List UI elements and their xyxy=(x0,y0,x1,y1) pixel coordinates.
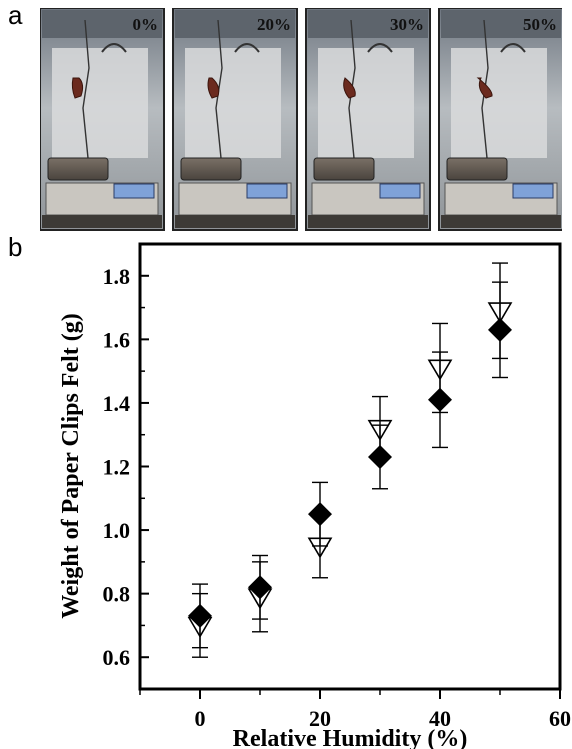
y-tick-label: 1.8 xyxy=(103,264,131,289)
diamond-marker xyxy=(308,502,332,527)
diamond-marker xyxy=(188,603,212,628)
triangle-marker xyxy=(187,616,213,639)
x-tick-label: 0 xyxy=(195,706,206,731)
photo-4: 50% xyxy=(438,8,562,231)
diamond-marker xyxy=(428,387,452,412)
photo-strip: 0% 20% 30% 50% xyxy=(40,8,562,231)
y-tick-label: 0.6 xyxy=(103,645,131,670)
triangle-marker xyxy=(487,302,513,324)
diamond-marker xyxy=(488,317,512,342)
x-axis-title: Relative Humidity (%) xyxy=(233,726,468,749)
photo-1: 0% xyxy=(40,8,165,231)
x-tick-label: 40 xyxy=(429,706,451,731)
photo-2: 20% xyxy=(172,8,298,231)
photo-label: 20% xyxy=(257,15,291,34)
error-bar xyxy=(492,262,508,360)
triangle-marker xyxy=(367,419,393,441)
photo-label: 0% xyxy=(133,15,159,34)
triangle-marker xyxy=(247,588,273,610)
y-tick-label: 1.2 xyxy=(103,455,131,480)
scatter-chart: 0.6 0.8 1.0 1.2 1.4 1.6 1.8 0 20 40 60 Weight of … xyxy=(58,242,571,749)
y-tick-label: 1.6 xyxy=(103,327,131,352)
x-tick-label: 60 xyxy=(549,706,571,731)
error-bars xyxy=(192,262,508,658)
panel-label-a: a xyxy=(8,0,23,30)
panel-label-b: b xyxy=(8,232,23,262)
diamond-marker xyxy=(248,575,272,600)
y-tick-label: 0.8 xyxy=(103,582,131,607)
y-tick-label: 1.4 xyxy=(103,391,131,416)
photo-label: 50% xyxy=(523,15,557,34)
photo-3: 30% xyxy=(305,8,431,231)
y-tick-label: 1.0 xyxy=(103,518,131,543)
x-axis: 0 20 40 60 xyxy=(139,689,571,731)
y-axis-title: Weight of Paper Clips Felt (g) xyxy=(58,313,84,619)
x-tick-label: 20 xyxy=(309,706,331,731)
diamond-marker xyxy=(368,444,392,469)
photo-label: 30% xyxy=(390,15,424,34)
y-axis: 0.6 0.8 1.0 1.2 1.4 1.6 1.8 xyxy=(103,264,149,670)
data-markers xyxy=(187,302,513,639)
triangle-marker xyxy=(427,359,453,381)
triangle-marker xyxy=(307,537,333,559)
